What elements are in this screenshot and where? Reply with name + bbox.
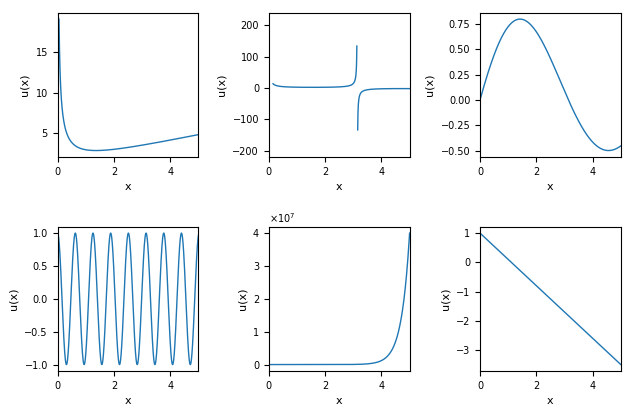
- X-axis label: x: x: [336, 182, 342, 192]
- X-axis label: x: x: [125, 182, 131, 192]
- Text: $\times10^7$: $\times10^7$: [269, 211, 295, 225]
- X-axis label: x: x: [547, 182, 554, 192]
- Y-axis label: u(x): u(x): [20, 73, 30, 96]
- X-axis label: x: x: [547, 397, 554, 407]
- X-axis label: x: x: [125, 397, 131, 407]
- Y-axis label: u(x): u(x): [217, 73, 227, 96]
- Y-axis label: u(x): u(x): [237, 288, 247, 310]
- Y-axis label: u(x): u(x): [425, 73, 435, 96]
- Y-axis label: u(x): u(x): [9, 288, 19, 310]
- X-axis label: x: x: [336, 397, 342, 407]
- Y-axis label: u(x): u(x): [440, 288, 451, 310]
